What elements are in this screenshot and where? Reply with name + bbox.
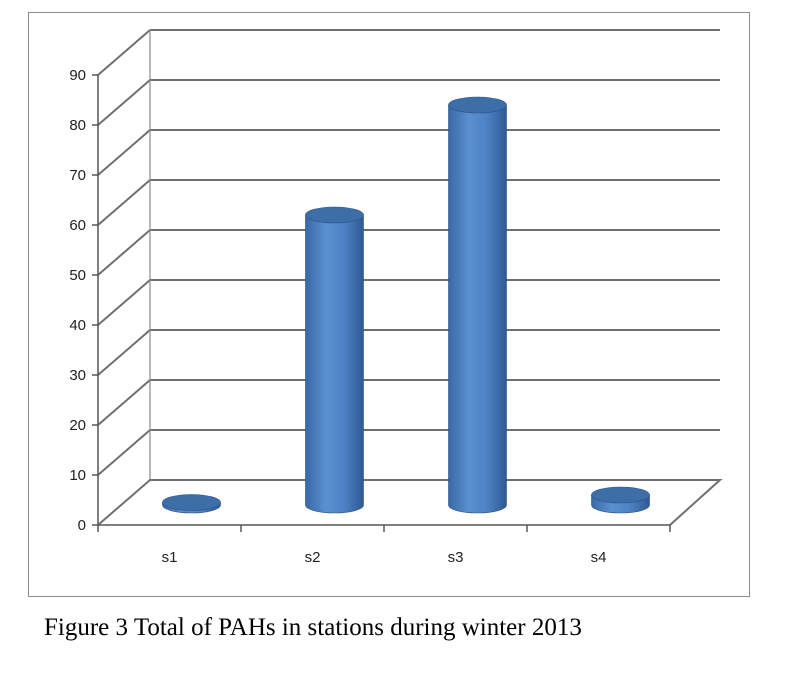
gridlines [97,29,720,476]
category-label-s4: s4 [591,549,607,566]
gridline-side [97,179,151,226]
gridline-side [97,379,151,426]
y-tick-labels: 0 10 20 30 40 50 60 70 80 90 [69,67,86,534]
category-labels: s1 s2 s3 s4 [97,525,671,566]
gridline-side [97,79,151,126]
category-label-s2: s2 [305,549,321,566]
bar-top [162,494,221,511]
y-tick-label: 30 [69,367,86,384]
category-label-s3: s3 [448,549,464,566]
gridline-side [97,129,151,176]
y-tick-label: 40 [69,317,86,334]
axes [92,30,723,526]
bar-s2 [305,206,364,514]
gridline-side [97,429,151,476]
bar-top [448,96,507,114]
figure-caption: Figure 3 Total of PAHs in stations durin… [44,614,582,641]
bars [162,96,650,514]
y-tick-label: 10 [69,467,86,484]
gridline-side [97,329,151,376]
y-tick-label: 60 [69,217,86,234]
category-label-s1: s1 [162,549,178,566]
y-tick-label: 70 [69,167,86,184]
gridline-side [97,279,151,326]
y-tick-label: 90 [69,67,86,84]
bar-s4 [591,486,650,514]
bar-s3 [448,96,507,514]
y-tick-label: 50 [69,267,86,284]
bar-top [591,486,650,504]
gridline-side [97,229,151,276]
y-tick-label: 80 [69,117,86,134]
bar-body [305,214,364,514]
bar-s1 [162,494,221,514]
bar-top [305,206,364,224]
gridline-side [97,29,151,76]
chart: 0 10 20 30 40 50 60 70 80 90 s1 s2 s3 s4 [69,29,723,566]
y-tick-label: 20 [69,417,86,434]
bar-body [448,104,507,514]
y-tick-label: 0 [78,517,86,534]
floor-outline [97,479,723,526]
